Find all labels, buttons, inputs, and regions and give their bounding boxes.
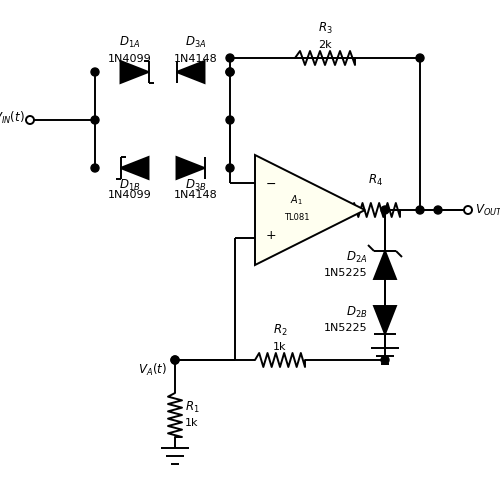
Circle shape [381,356,389,364]
Circle shape [26,116,34,124]
Text: $D_{1B}$: $D_{1B}$ [119,178,140,193]
Polygon shape [176,61,204,83]
Text: −: − [266,178,276,191]
Polygon shape [255,155,365,265]
Text: $D_{2B}$: $D_{2B}$ [346,305,367,319]
Text: 1N4099: 1N4099 [108,190,152,200]
Circle shape [416,54,424,62]
Text: 1N4099: 1N4099 [108,54,152,64]
Polygon shape [120,157,148,179]
Text: $V_A(t)$: $V_A(t)$ [138,362,167,378]
Text: $R_1$: $R_1$ [185,399,200,414]
Circle shape [226,164,234,172]
Circle shape [171,356,179,364]
Polygon shape [120,61,148,83]
Circle shape [171,356,179,364]
Text: $D_{2A}$: $D_{2A}$ [346,250,367,264]
Circle shape [434,206,442,214]
Text: 1k: 1k [185,418,198,428]
Text: 1N5225: 1N5225 [324,268,367,278]
Circle shape [226,68,234,76]
Text: $V_{IN}(t)$: $V_{IN}(t)$ [0,110,25,126]
Text: TL081: TL081 [284,214,310,223]
Circle shape [91,116,99,124]
Circle shape [226,68,234,76]
Polygon shape [176,157,204,179]
Text: 2k: 2k [318,40,332,50]
Text: $D_{3B}$: $D_{3B}$ [185,178,206,193]
Text: $V_{OUT}(t)$: $V_{OUT}(t)$ [475,202,500,218]
Circle shape [381,206,389,214]
Text: 1N4148: 1N4148 [174,190,218,200]
Text: $D_{3A}$: $D_{3A}$ [185,35,206,50]
Circle shape [464,206,472,214]
Circle shape [226,116,234,124]
Circle shape [226,54,234,62]
Text: $R_2$: $R_2$ [272,323,287,338]
Circle shape [416,206,424,214]
Text: 1k: 1k [273,342,287,352]
Text: $A_1$: $A_1$ [290,193,303,207]
Text: $R_3$: $R_3$ [318,21,332,36]
Circle shape [91,164,99,172]
Circle shape [91,68,99,76]
Text: 1N5225: 1N5225 [324,323,367,333]
Text: $D_{1A}$: $D_{1A}$ [119,35,140,50]
Text: $R_4$: $R_4$ [368,173,382,188]
Polygon shape [374,306,396,334]
Polygon shape [374,251,396,279]
Text: +: + [266,229,276,242]
Text: 1N4148: 1N4148 [174,54,218,64]
